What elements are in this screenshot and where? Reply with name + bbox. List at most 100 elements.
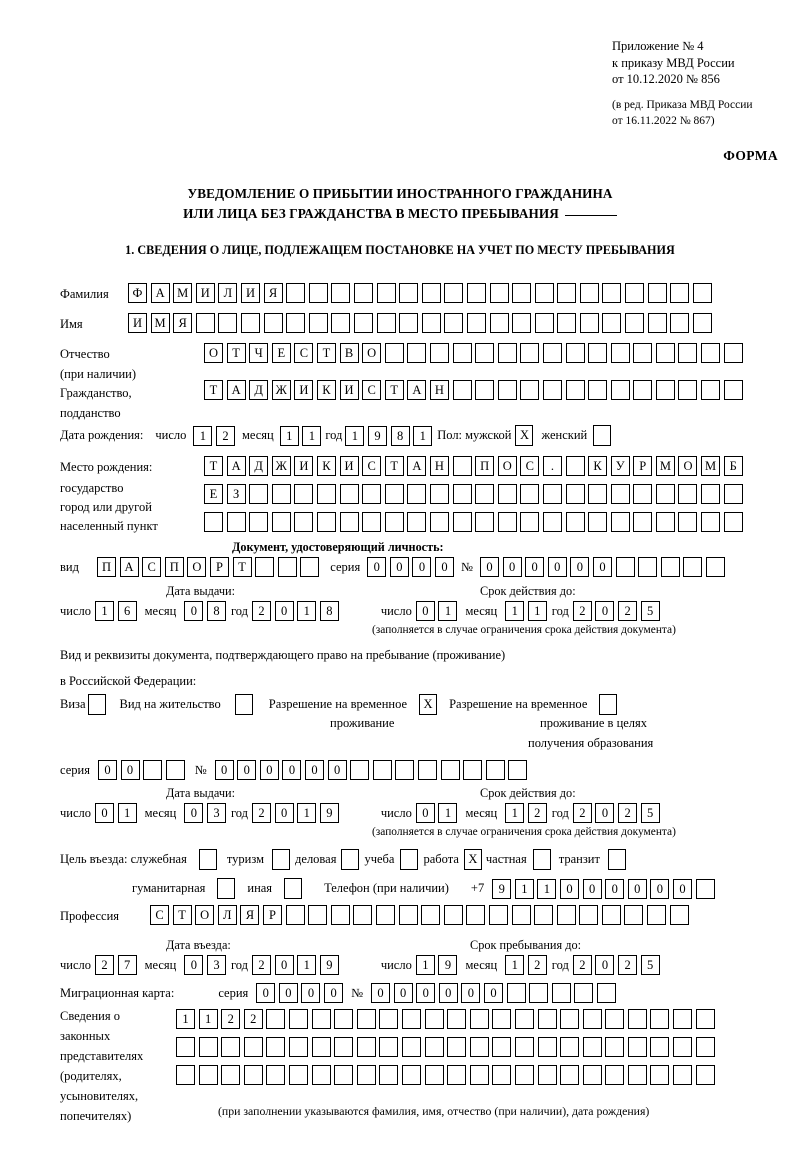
form-cell[interactable]: С	[362, 380, 382, 400]
form-cell[interactable]	[452, 512, 472, 532]
form-cell[interactable]	[647, 905, 667, 925]
representatives-row-2[interactable]	[176, 1037, 715, 1057]
form-cell[interactable]	[407, 512, 427, 532]
form-cell[interactable]	[565, 343, 585, 363]
form-cell[interactable]	[447, 1037, 467, 1057]
form-cell[interactable]	[399, 313, 419, 333]
form-cell[interactable]	[582, 1009, 602, 1029]
form-cell[interactable]: Т	[384, 456, 404, 476]
form-cell[interactable]	[582, 1065, 602, 1085]
form-cell[interactable]	[221, 1037, 241, 1057]
form-cell[interactable]	[350, 760, 370, 780]
form-cell[interactable]	[497, 380, 517, 400]
form-cell[interactable]	[695, 878, 715, 899]
form-cell[interactable]	[421, 905, 441, 925]
form-cell[interactable]	[143, 760, 163, 780]
form-cell[interactable]	[334, 1065, 354, 1085]
form-cell[interactable]: П	[475, 456, 495, 476]
form-cell[interactable]: 2	[95, 955, 115, 975]
form-cell[interactable]: О	[187, 557, 207, 577]
form-cell[interactable]: 0	[479, 557, 499, 577]
form-cell[interactable]: Н	[429, 380, 449, 400]
form-cell[interactable]	[669, 905, 689, 925]
sex-female-checkbox[interactable]	[593, 425, 612, 446]
form-cell[interactable]: Р	[262, 905, 282, 925]
form-cell[interactable]: 9	[368, 425, 388, 446]
form-cell[interactable]	[285, 905, 305, 925]
form-cell[interactable]: 0	[461, 983, 481, 1003]
form-cell[interactable]: 0	[605, 878, 625, 899]
form-cell[interactable]: 5	[640, 601, 660, 621]
form-cell[interactable]: 1	[438, 803, 458, 823]
form-cell[interactable]	[723, 484, 743, 504]
form-cell[interactable]	[447, 1009, 467, 1029]
form-cell[interactable]	[356, 1009, 376, 1029]
form-cell[interactable]	[271, 484, 291, 504]
form-cell[interactable]	[695, 1065, 715, 1085]
form-cell[interactable]	[339, 512, 359, 532]
form-cell[interactable]	[520, 343, 540, 363]
form-cell[interactable]: Н	[429, 456, 449, 476]
form-cell[interactable]: 0	[274, 803, 294, 823]
form-cell[interactable]: 1	[438, 601, 458, 621]
form-cell[interactable]	[384, 512, 404, 532]
form-cell[interactable]: 0	[525, 557, 545, 577]
form-cell[interactable]: 0	[650, 878, 670, 899]
form-cell[interactable]	[542, 343, 562, 363]
form-cell[interactable]	[692, 313, 712, 333]
form-cell[interactable]: 0	[570, 557, 590, 577]
form-cell[interactable]	[610, 512, 630, 532]
form-cell[interactable]: 1	[505, 803, 525, 823]
form-cell[interactable]	[596, 983, 616, 1003]
form-cell[interactable]	[678, 484, 698, 504]
form-cell[interactable]	[655, 512, 675, 532]
form-cell[interactable]: 2	[252, 803, 272, 823]
purpose-work-checkbox[interactable]: X	[463, 849, 482, 870]
form-cell[interactable]	[579, 283, 599, 303]
form-cell[interactable]	[551, 983, 571, 1003]
form-cell[interactable]	[249, 512, 269, 532]
form-cell[interactable]	[376, 313, 396, 333]
form-cell[interactable]: 1	[413, 425, 433, 446]
purpose-official-checkbox[interactable]	[198, 849, 217, 870]
form-cell[interactable]	[424, 1037, 444, 1057]
form-cell[interactable]	[565, 456, 585, 476]
form-cell[interactable]	[463, 760, 483, 780]
form-cell[interactable]	[627, 1065, 647, 1085]
form-cell[interactable]	[294, 484, 314, 504]
form-cell[interactable]	[511, 905, 531, 925]
form-cell[interactable]: М	[701, 456, 721, 476]
purpose-private-checkbox[interactable]	[532, 849, 551, 870]
form-cell[interactable]: С	[294, 343, 314, 363]
form-cell[interactable]	[266, 1037, 286, 1057]
form-cell[interactable]	[497, 484, 517, 504]
form-cell[interactable]	[602, 313, 622, 333]
form-cell[interactable]	[520, 380, 540, 400]
form-cell[interactable]: 0	[95, 803, 115, 823]
form-cell[interactable]	[452, 456, 472, 476]
form-cell[interactable]	[356, 1065, 376, 1085]
form-cell[interactable]	[429, 484, 449, 504]
form-cell[interactable]	[311, 1065, 331, 1085]
form-cell[interactable]	[615, 557, 635, 577]
form-cell[interactable]	[492, 1037, 512, 1057]
form-cell[interactable]	[655, 484, 675, 504]
form-cell[interactable]	[331, 313, 351, 333]
form-cell[interactable]	[452, 343, 472, 363]
form-cell[interactable]	[678, 380, 698, 400]
form-cell[interactable]	[339, 484, 359, 504]
form-cell[interactable]	[673, 1009, 693, 1029]
form-cell[interactable]	[557, 313, 577, 333]
form-cell[interactable]	[678, 512, 698, 532]
form-cell[interactable]: 0	[389, 557, 409, 577]
